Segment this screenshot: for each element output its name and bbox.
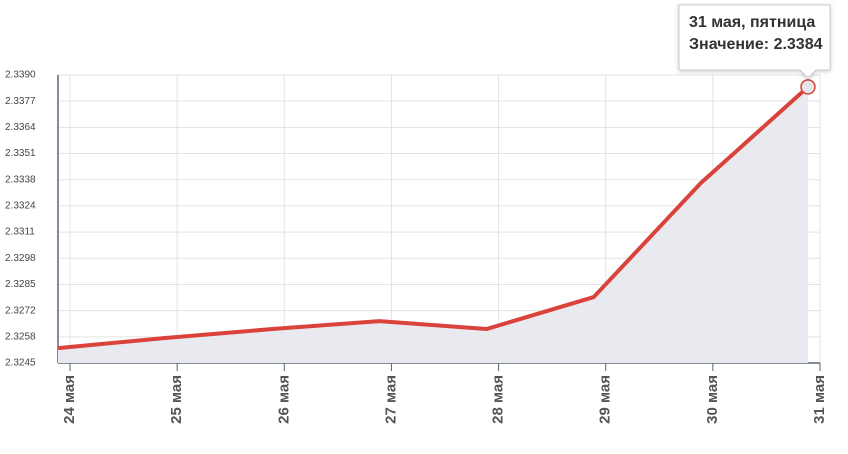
y-tick-label: 2.3311 bbox=[5, 227, 35, 238]
area bbox=[58, 86, 808, 364]
x-tick-label: 24 мая bbox=[61, 375, 78, 424]
x-tick-label: 27 мая bbox=[382, 375, 399, 424]
x-tick-label: 25 мая bbox=[168, 375, 185, 424]
tooltip-label: Значение: bbox=[689, 36, 769, 53]
y-tick-label: 2.3364 bbox=[5, 122, 36, 133]
tooltip-box bbox=[678, 4, 831, 79]
x-tick-label: 31 мая bbox=[811, 375, 828, 424]
tooltip-title: 31 мая, пятница bbox=[689, 14, 815, 31]
y-tick-label: 2.3245 bbox=[5, 358, 36, 369]
y-tick-label: 2.3377 bbox=[5, 96, 36, 107]
y-tick-label: 2.3258 bbox=[5, 331, 36, 342]
highlight-marker bbox=[800, 79, 816, 95]
line bbox=[57, 85, 810, 351]
y-tick-label: 2.3285 bbox=[5, 279, 36, 290]
y-tick-label: 2.3272 bbox=[5, 305, 36, 316]
x-tick-label: 26 мая bbox=[275, 375, 292, 424]
x-tick-label: 30 мая bbox=[704, 375, 721, 424]
x-tick-label: 28 мая bbox=[490, 375, 507, 424]
y-tick-label: 2.3338 bbox=[5, 174, 36, 185]
y-tick-label: 2.3351 bbox=[5, 148, 36, 159]
y-tick-label: 2.3390 bbox=[5, 70, 36, 81]
y-tick-label: 2.3298 bbox=[5, 253, 36, 264]
y-tick-label: 2.3324 bbox=[5, 201, 36, 212]
tooltip: 31 мая, пятница Значение: 2.3384 bbox=[678, 4, 831, 79]
x-tick-label: 29 мая bbox=[597, 375, 614, 424]
tooltip-number: 2.3384 bbox=[774, 36, 823, 53]
tooltip-value: Значение: 2.3384 bbox=[689, 36, 823, 53]
